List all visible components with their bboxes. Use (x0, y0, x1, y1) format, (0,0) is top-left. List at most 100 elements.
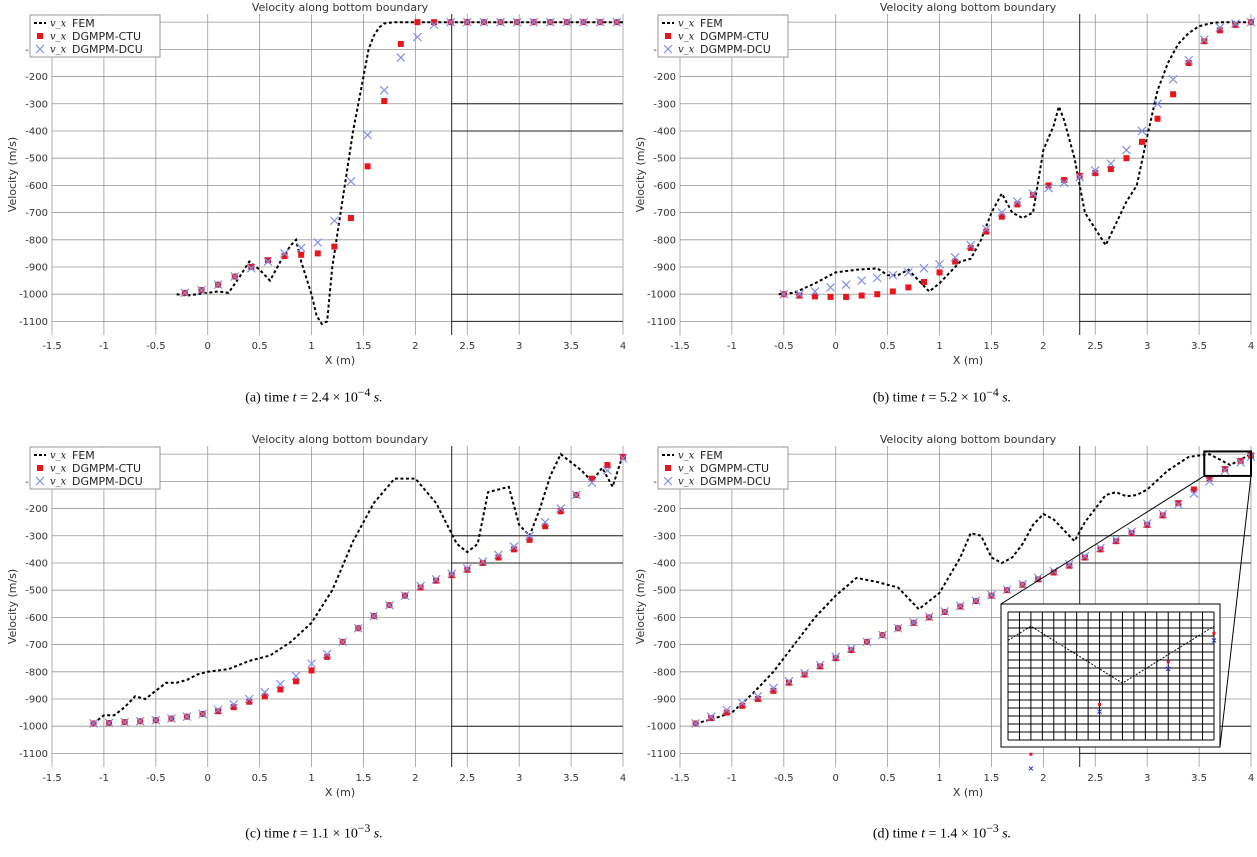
fem-series-line (92, 452, 624, 725)
inset-ctu-point (1029, 752, 1033, 756)
chart-panel-c: -1.5-1-0.500.511.522.533.540-100-200-300… (0, 432, 628, 857)
legend-symbol: v_x (50, 477, 67, 488)
ctu-point (874, 291, 881, 298)
dcu-point (872, 273, 882, 283)
y-tick-label: -900 (25, 694, 48, 705)
ctu-point (364, 163, 371, 170)
grid (51, 14, 624, 335)
caption-prefix: (b) time (872, 390, 922, 406)
dcu-point-stroke (338, 637, 348, 647)
y-axis-label: Velocity (m/s) (6, 137, 19, 212)
legend-dcu-swatch (35, 44, 45, 54)
dcu-point-stroke (322, 649, 332, 659)
ctu-point (858, 292, 865, 299)
x-tick-label: 2 (1040, 341, 1046, 352)
y-tick-label: -500 (25, 154, 48, 165)
ctu-point (1061, 176, 1068, 183)
caption-c: (c) time t = 1.1 × 10−3 s. (245, 822, 383, 842)
caption-unit: s. (1002, 390, 1012, 406)
dcu-point (857, 276, 867, 286)
ctu-point (723, 709, 730, 716)
caption-exponent: −4 (357, 386, 371, 399)
x-tick-label: 0 (833, 341, 839, 352)
inset-dcu-stroke (1165, 666, 1171, 672)
dcu-point-stroke (1018, 579, 1028, 589)
ctu-point (417, 584, 424, 591)
dcu-point (562, 17, 572, 27)
dcu-point (413, 32, 422, 42)
dcu-point (540, 517, 550, 527)
caption-unit: s. (1002, 826, 1012, 842)
dcu-point-stroke (909, 617, 919, 627)
dcu-point (313, 238, 323, 247)
dcu-point (496, 17, 505, 27)
dcu-point-stroke (987, 590, 996, 600)
dcu-point-stroke (496, 17, 505, 27)
dcu-point-stroke (1033, 573, 1043, 583)
ctu-point (495, 554, 502, 561)
y-tick-label: -600 (25, 613, 48, 624)
dcu-point-stroke (1153, 99, 1162, 109)
dcu-point-stroke (1059, 178, 1069, 188)
dcu-point-stroke (135, 716, 145, 726)
dcu-point (826, 282, 835, 292)
dcu-point (1059, 178, 1069, 188)
ctu-point (1190, 486, 1197, 493)
dcu-point-stroke (89, 719, 98, 728)
ctu-point (832, 655, 839, 662)
ctu-point (952, 258, 959, 265)
x-tick-label: 1 (936, 773, 942, 784)
dcu-point-stroke (230, 272, 240, 281)
y-axis-label: Velocity (m/s) (634, 569, 647, 644)
ctu-point (998, 213, 1005, 220)
dcu-point-stroke (213, 705, 223, 715)
dcu-point-stroke (413, 32, 422, 42)
ctu-point (264, 257, 271, 264)
dcu-point (1189, 489, 1199, 499)
legend: v_x FEM v_x DGMPM-CTU v_x DGMPM-DCU (29, 446, 161, 490)
ctu-point (1138, 138, 1145, 145)
x-tick-label: 2 (412, 341, 418, 352)
x-tick-label: 1.5 (984, 773, 1000, 784)
dcu-point-stroke (213, 280, 223, 290)
dcu-point (263, 257, 273, 266)
dcu-point (307, 659, 316, 669)
dcu-point (180, 288, 190, 298)
dcu-point (322, 649, 332, 659)
dcu-point (478, 557, 488, 567)
legend-label: FEM (700, 449, 723, 462)
ctu-point (1045, 182, 1052, 189)
dcu-point (800, 668, 810, 678)
dcu-point (338, 637, 348, 647)
y-tick-label: -800 (25, 667, 48, 678)
dcu-point-stroke (1106, 159, 1116, 169)
x-tick-label: -1.5 (42, 773, 62, 784)
dcu-point-stroke (346, 176, 356, 186)
chart-title: Velocity along bottom boundary (252, 433, 429, 446)
dcu-point-stroke (244, 694, 254, 704)
caption-exponent: −4 (986, 386, 999, 399)
y-tick-label: -700 (25, 640, 48, 651)
dcu-point (846, 644, 856, 654)
dcu-point (363, 130, 373, 140)
dcu-point-stroke (1080, 551, 1090, 561)
legend-label: DGMPM-DCU (72, 43, 143, 56)
x-tick-label: 0 (833, 773, 839, 784)
ctu-point (1076, 172, 1083, 179)
dcu-point-stroke (369, 611, 379, 621)
x-tick-label: -1.5 (42, 341, 62, 352)
dcu-point (753, 691, 763, 701)
dcu-point-stroke (1231, 19, 1240, 28)
fem-series-line (695, 453, 1252, 725)
y-tick-label: -900 (25, 262, 48, 273)
caption-exponent: −3 (986, 822, 999, 835)
x-tick-label: 1.5 (356, 341, 372, 352)
dcu-point-stroke (545, 17, 555, 27)
dcu-point-stroke (525, 531, 534, 541)
y-tick-label: -1000 (647, 722, 676, 733)
fem-series-line (176, 21, 623, 326)
ctu-point (246, 698, 253, 705)
x-axis-label: X (m) (953, 786, 983, 799)
ctu-point (1206, 475, 1213, 482)
inset-dcu-point (1097, 709, 1102, 714)
